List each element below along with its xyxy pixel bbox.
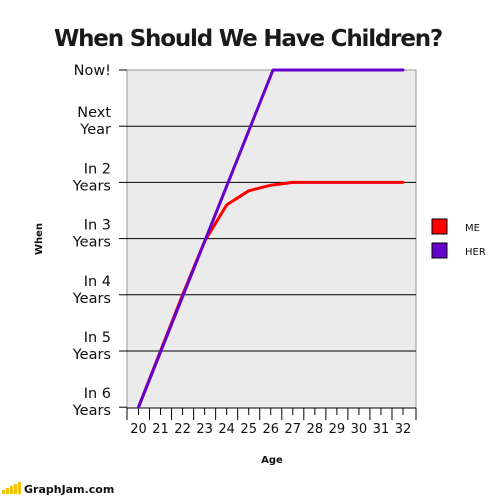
y-tick-label: Years [72, 235, 111, 251]
y-tick-label: Next [77, 105, 111, 121]
x-tick-label: 24 [218, 422, 235, 437]
legend-swatch-me [431, 218, 448, 235]
series-line-her [137, 68, 405, 409]
y-tick-label: Year [79, 122, 111, 138]
y-tick-label: Years [72, 291, 111, 307]
y-tick-label: Now! [74, 63, 111, 79]
y-tick-label: In 5 [84, 330, 111, 346]
y-tick-label: In 4 [84, 274, 111, 290]
x-tick-label: 21 [152, 422, 169, 437]
x-tick-label: 30 [351, 422, 368, 437]
x-tick-label: 23 [196, 422, 213, 437]
x-tick-label: 26 [262, 422, 279, 437]
y-axis-label: When [34, 223, 45, 255]
x-tick-label: 27 [285, 422, 302, 437]
legend-label-me: ME [465, 223, 480, 234]
x-axis: 20 21 22 23 24 25 26 27 28 29 30 31 32 [126, 407, 417, 437]
y-tick-label: In 3 [84, 218, 111, 234]
y-tick-label: In 6 [84, 386, 111, 402]
x-tick-label: 20 [130, 422, 147, 437]
y-tick-label: Years [72, 347, 111, 363]
y-tick-label: Years [72, 178, 111, 194]
x-tick-label: 25 [240, 422, 257, 437]
x-tick-label: 29 [329, 422, 346, 437]
legend: ME HER [431, 218, 486, 259]
chart-title: When Should We Have Children? [54, 26, 442, 52]
x-tick-label: 32 [395, 422, 412, 437]
series-lines [137, 68, 405, 409]
graphjam-logo [2, 482, 21, 494]
legend-swatch-her [431, 242, 448, 259]
y-tick-label: Years [72, 403, 111, 419]
footer-brand: GraphJam.com [24, 483, 114, 496]
y-tick-label: In 2 [84, 161, 111, 177]
x-tick-label: 22 [174, 422, 191, 437]
legend-label-her: HER [465, 247, 486, 258]
x-tick-label: 31 [373, 422, 390, 437]
x-tick-label: 28 [307, 422, 324, 437]
x-axis-label: Age [261, 455, 283, 466]
